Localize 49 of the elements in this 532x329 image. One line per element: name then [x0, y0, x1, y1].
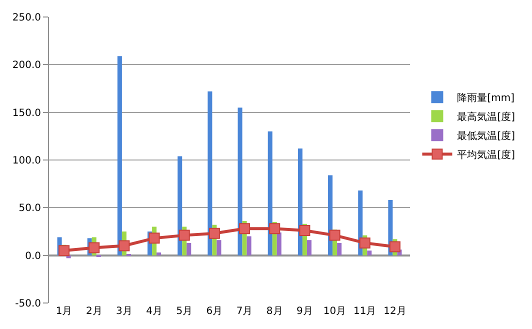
y-tick-label: 200.0: [12, 60, 41, 72]
x-tick-label: 12月: [384, 306, 406, 317]
y-tick-label: 250.0: [12, 12, 41, 24]
bar: [117, 56, 122, 256]
point: [269, 223, 280, 234]
y-tick-label: 0.0: [25, 250, 41, 262]
x-tick-label: 4月: [146, 306, 162, 317]
x-tick-label: 10月: [323, 306, 346, 317]
x-tick-label: 2月: [86, 306, 102, 317]
x-tick-label: 8月: [266, 306, 283, 317]
legend-label: 平均気温[度]: [457, 149, 516, 162]
y-tick-label: 100.0: [12, 156, 41, 166]
bar: [238, 108, 242, 256]
point: [299, 225, 310, 236]
point: [329, 230, 340, 241]
y-tick-label: 50.0: [18, 203, 41, 214]
x-tick-label: 3月: [116, 306, 132, 317]
point: [239, 223, 250, 234]
x-tick-label: 6月: [206, 306, 223, 317]
y-tick-label: -50.0: [15, 298, 41, 310]
x-tick-label: 11月: [354, 306, 376, 317]
x-tick-label: 1月: [56, 306, 72, 317]
legend-label: 最低気温[度]: [457, 130, 516, 142]
point: [389, 241, 400, 252]
point: [88, 242, 100, 254]
bar: [298, 148, 302, 256]
point: [118, 240, 130, 252]
legend-label: 最高気温[度]: [457, 111, 516, 124]
point: [148, 232, 160, 244]
point: [58, 245, 70, 256]
bar: [337, 242, 342, 256]
bar: [216, 240, 222, 256]
point: [359, 237, 370, 248]
y-tick-label: 150.0: [12, 108, 41, 119]
bar: [186, 242, 192, 256]
bar: [208, 91, 212, 256]
x-tick-label: 9月: [296, 306, 313, 317]
bar: [306, 240, 312, 256]
bar: [156, 252, 162, 256]
bar: [246, 236, 252, 256]
bar: [178, 156, 182, 256]
bar: [268, 131, 272, 256]
x-tick-label: 5月: [176, 306, 193, 317]
x-tick-label: 7月: [236, 306, 253, 317]
bar: [276, 232, 282, 256]
bar: [367, 250, 372, 256]
point: [208, 228, 220, 239]
legend-label: 降雨量[mm]: [457, 92, 515, 104]
point: [178, 230, 190, 241]
